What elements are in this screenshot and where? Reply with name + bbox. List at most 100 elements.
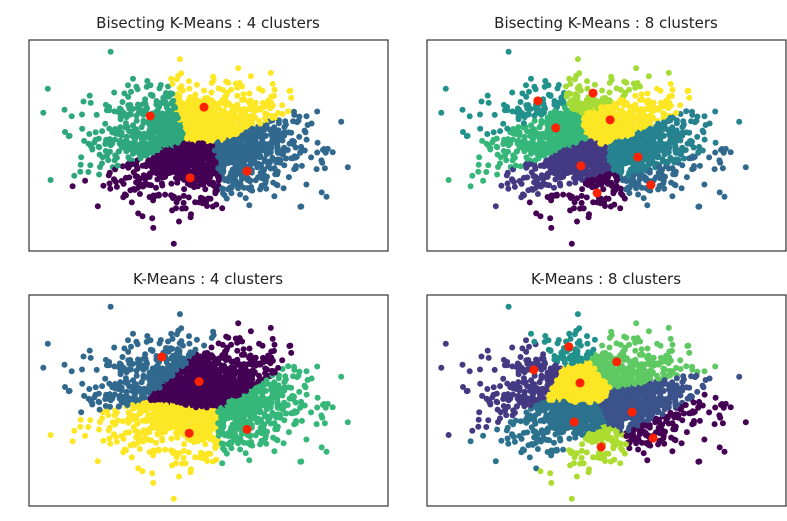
data-point (274, 143, 281, 150)
data-point (696, 203, 703, 210)
data-point (225, 178, 232, 184)
data-point (640, 195, 647, 202)
data-point (158, 167, 165, 174)
data-point (269, 80, 276, 87)
data-point (650, 153, 657, 160)
data-point (577, 108, 584, 115)
data-point (572, 139, 579, 146)
data-point (548, 169, 555, 176)
data-point (644, 90, 651, 97)
data-point (65, 133, 72, 140)
data-point (701, 181, 708, 188)
data-point (656, 182, 663, 189)
data-point (186, 85, 193, 92)
data-point (591, 149, 597, 156)
data-point (600, 123, 607, 130)
data-point (484, 131, 491, 137)
data-point (321, 165, 328, 172)
data-point (720, 149, 727, 156)
data-point (275, 109, 282, 116)
data-point (531, 83, 538, 90)
data-point (81, 137, 88, 144)
data-point (113, 154, 120, 161)
data-point (112, 178, 119, 185)
data-point (689, 166, 696, 173)
data-point (155, 153, 162, 160)
data-points (40, 48, 351, 247)
data-point (119, 163, 126, 170)
data-point (252, 99, 259, 106)
data-point (238, 96, 245, 103)
subplot-2: Bisecting K-Means : 8 clusters (426, 14, 787, 252)
data-point (466, 113, 473, 120)
data-point (528, 75, 534, 82)
data-point (645, 162, 652, 169)
data-point (133, 117, 140, 124)
data-point (252, 147, 259, 154)
data-point (480, 177, 487, 184)
data-point (478, 98, 485, 105)
data-point (512, 162, 519, 169)
data-point (673, 127, 680, 134)
subplot-title: K-Means : 4 clusters (133, 270, 283, 288)
data-point (193, 110, 200, 117)
data-point (273, 137, 280, 144)
data-point (106, 107, 113, 114)
data-point (476, 154, 483, 161)
data-point (267, 69, 274, 76)
data-point (204, 203, 210, 209)
data-point (279, 111, 286, 117)
subplot-1: Bisecting K-Means : 4 clusters (28, 14, 389, 252)
data-point (246, 156, 253, 163)
data-point (171, 151, 178, 158)
data-point (79, 125, 86, 132)
data-point (170, 495, 177, 502)
data-point (232, 144, 239, 151)
data-point (150, 479, 157, 486)
data-point (208, 89, 215, 96)
data-point (225, 154, 232, 161)
data-point (578, 192, 585, 199)
data-point (149, 93, 156, 99)
data-point (156, 129, 163, 136)
data-point (671, 181, 678, 188)
cluster-centroid (145, 111, 155, 121)
data-point (219, 205, 226, 212)
data-point (112, 130, 119, 137)
data-point (711, 166, 718, 173)
data-point (640, 167, 647, 174)
data-point (656, 164, 663, 170)
data-point (118, 178, 125, 184)
data-point (313, 166, 320, 173)
data-point (144, 78, 151, 84)
data-point (247, 73, 254, 80)
data-point (467, 183, 474, 190)
data-point (494, 151, 501, 158)
data-point (256, 85, 263, 92)
data-point (214, 187, 221, 194)
data-point (271, 124, 278, 131)
data-point (180, 199, 187, 206)
data-point (279, 102, 286, 109)
data-point (671, 137, 678, 144)
data-point (220, 162, 227, 169)
data-point (690, 144, 697, 151)
data-point (225, 79, 232, 86)
data-point (128, 199, 135, 206)
data-point (246, 99, 253, 106)
data-point (318, 444, 325, 451)
data-point (225, 124, 232, 131)
data-point (199, 140, 206, 147)
data-point (68, 113, 75, 120)
data-point (234, 92, 241, 99)
data-point (597, 173, 604, 180)
data-point (288, 94, 295, 101)
data-point (596, 157, 603, 164)
data-point (295, 117, 302, 124)
data-point (585, 214, 592, 221)
data-point (245, 116, 252, 123)
data-point (178, 83, 185, 90)
data-point (569, 151, 576, 158)
data-points (438, 48, 749, 247)
data-point (477, 111, 483, 118)
